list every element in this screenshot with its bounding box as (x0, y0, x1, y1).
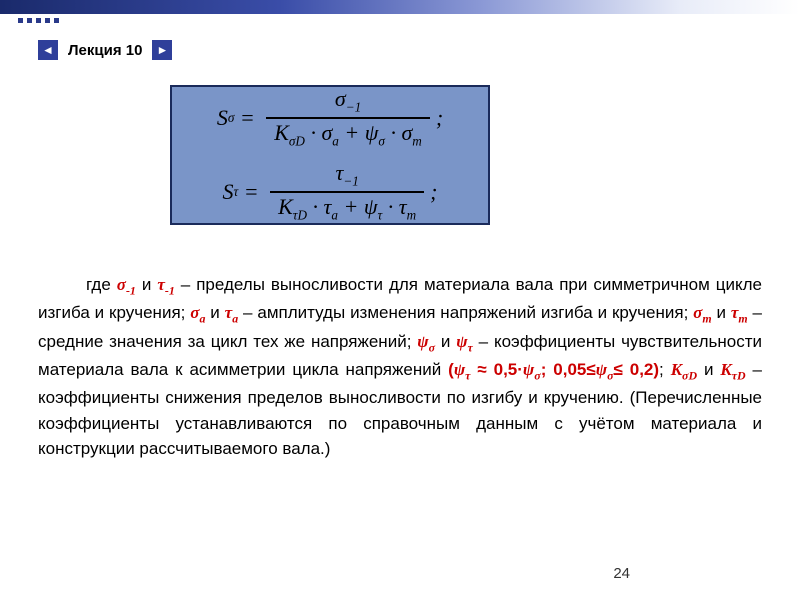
formula-box: Sσ = σ−1 KσD · σa + ψσ · σm ; Sτ = τ−1 K… (170, 85, 490, 225)
equation-tau: Sτ = τ−1 KτD · τa + ψτ · τm ; (223, 161, 438, 223)
page-number: 24 (613, 565, 630, 582)
body-text: где σ-1 и τ-1 – пределы выносливости для… (38, 272, 762, 462)
next-button[interactable]: ► (152, 40, 172, 60)
header: ◄ Лекция 10 ► (38, 40, 172, 60)
top-gradient-bar (0, 0, 800, 14)
decorative-dots (18, 18, 59, 23)
prev-button[interactable]: ◄ (38, 40, 58, 60)
lecture-title: Лекция 10 (68, 42, 142, 59)
equation-sigma: Sσ = σ−1 KσD · σa + ψσ · σm ; (217, 87, 443, 149)
